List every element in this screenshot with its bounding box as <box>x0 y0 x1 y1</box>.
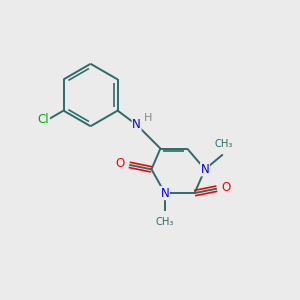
Text: N: N <box>132 118 141 131</box>
Text: CH₃: CH₃ <box>156 218 174 227</box>
Text: O: O <box>221 181 230 194</box>
Text: Cl: Cl <box>38 113 50 126</box>
Text: O: O <box>116 157 125 170</box>
Text: CH₃: CH₃ <box>214 139 232 149</box>
Text: N: N <box>160 187 169 200</box>
Text: N: N <box>201 163 209 176</box>
Text: H: H <box>144 113 152 123</box>
